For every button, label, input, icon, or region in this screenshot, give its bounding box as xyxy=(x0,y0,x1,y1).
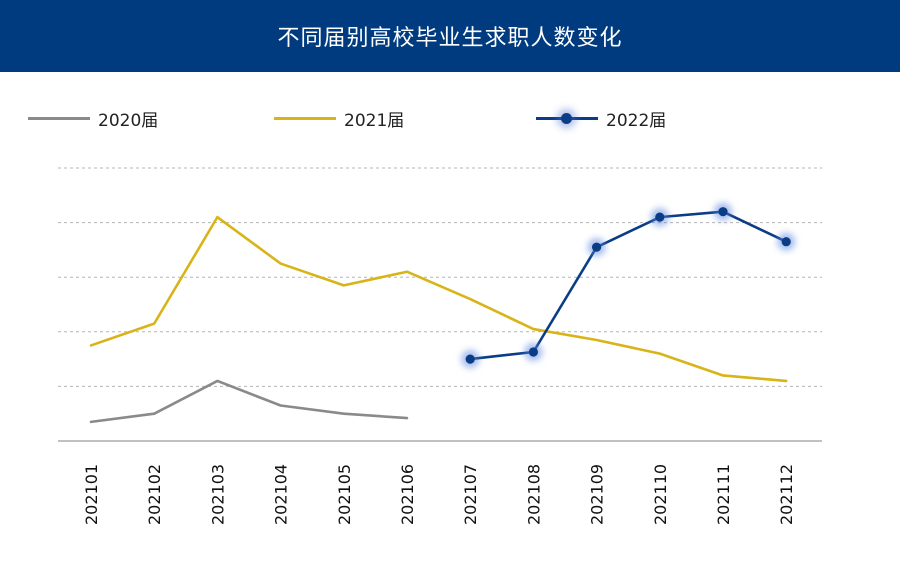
data-point xyxy=(718,207,728,217)
legend-label-2021: 2021届 xyxy=(344,110,405,131)
x-tick-label: 202112 xyxy=(777,464,796,525)
legend-item-2022: 2022届 xyxy=(536,100,666,136)
x-tick-label: 202102 xyxy=(145,464,164,525)
series-markers xyxy=(461,202,796,369)
legend-marker-2022 xyxy=(561,112,572,124)
data-point xyxy=(465,354,475,364)
series-line-2020届 xyxy=(89,379,409,424)
x-tick-label: 202111 xyxy=(714,464,733,525)
legend-line-2021 xyxy=(274,116,336,120)
x-tick-label: 202104 xyxy=(272,464,291,525)
chart-title: 不同届别高校毕业生求职人数变化 xyxy=(277,26,623,51)
x-tick-label: 202108 xyxy=(524,464,543,525)
legend-item-2021: 2021届 xyxy=(274,100,404,136)
legend-label-2022: 2022届 xyxy=(606,110,667,131)
x-tick-label: 202105 xyxy=(335,464,354,525)
x-tick-label: 202101 xyxy=(82,464,101,525)
chart-title-banner: 不同届别高校毕业生求职人数变化 xyxy=(0,0,900,72)
legend-label-2020: 2020届 xyxy=(98,110,159,131)
x-tick-label: 202109 xyxy=(588,464,607,525)
x-tick-labels: 202101 202102 202103 202104 202105 202106 2021… xyxy=(82,464,796,525)
legend-item-2020: 2020届 xyxy=(28,100,158,136)
series-lines xyxy=(89,210,788,424)
data-point xyxy=(781,237,791,247)
x-tick-label: 202103 xyxy=(208,464,227,525)
legend-line-2020 xyxy=(28,116,90,120)
series-line-2022届 xyxy=(468,210,788,361)
x-tick-label: 202110 xyxy=(651,464,670,525)
legend-line-2022 xyxy=(536,112,598,124)
series-line-2021届 xyxy=(89,215,788,383)
legend: 2020届 2021届 2022届 xyxy=(0,100,900,136)
data-point xyxy=(592,242,602,252)
x-tick-label: 202107 xyxy=(461,464,480,525)
x-tick-label: 202106 xyxy=(398,464,417,525)
grid-lines xyxy=(58,167,822,387)
data-point xyxy=(655,212,665,222)
data-point xyxy=(528,347,539,357)
